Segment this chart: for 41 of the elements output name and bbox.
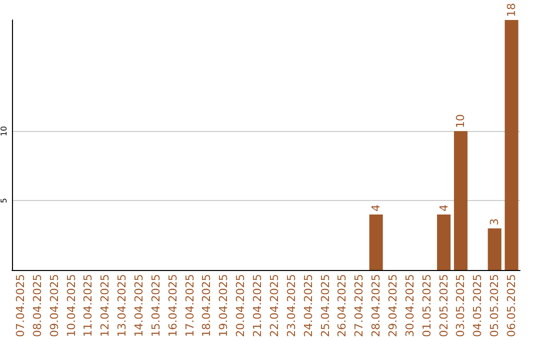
bar	[488, 228, 502, 270]
x-tick-label: 01.05.2025	[420, 274, 434, 337]
x-tick-label: 28.04.2025	[370, 274, 383, 337]
x-tick-label: 16.04.2025	[166, 274, 180, 337]
x-tick-label: 24.04.2025	[302, 274, 315, 337]
x-tick-label: 30.04.2025	[403, 274, 416, 337]
x-tick-label: 20.04.2025	[234, 274, 248, 337]
data-label: 4	[370, 204, 383, 212]
x-tick-label: 26.04.2025	[336, 274, 349, 337]
x-tick-label: 29.04.2025	[386, 274, 400, 337]
x-tick-label: 18.04.2025	[200, 274, 214, 337]
x-tick-label: 06.05.2025	[505, 274, 518, 337]
bar	[369, 214, 383, 270]
x-tick-label: 05.05.2025	[488, 274, 502, 337]
x-tick-label: 21.04.2025	[251, 274, 264, 337]
x-tick-label: 04.05.2025	[471, 274, 484, 337]
x-tick-label: 23.04.2025	[284, 274, 298, 337]
x-tick-label: 22.04.2025	[268, 274, 281, 337]
x-tick-label: 07.04.2025	[14, 274, 27, 337]
data-label: 3	[488, 218, 502, 226]
x-tick-label: 09.04.2025	[48, 274, 61, 337]
x-tick-label: 03.05.2025	[454, 274, 468, 337]
data-label: 18	[505, 3, 518, 17]
x-tick-label: 08.04.2025	[30, 274, 44, 337]
x-tick-label: 10.04.2025	[64, 274, 78, 337]
x-tick-label: 12.04.2025	[98, 274, 112, 337]
x-tick-label: 14.04.2025	[132, 274, 146, 337]
x-tick-label: 02.05.2025	[437, 274, 450, 337]
x-tick-label: 11.04.2025	[82, 274, 95, 337]
data-label: 10	[454, 114, 468, 128]
data-label: 4	[437, 204, 450, 212]
x-tick-label: 25.04.2025	[318, 274, 332, 337]
bar	[504, 20, 518, 270]
y-tick-label: 5	[0, 198, 8, 204]
bar	[437, 214, 451, 270]
x-tick-label: 13.04.2025	[116, 274, 129, 337]
x-tick-label: 15.04.2025	[149, 274, 162, 337]
bar	[454, 131, 468, 270]
x-tick-label: 27.04.2025	[352, 274, 366, 337]
x-tick-label: 19.04.2025	[217, 274, 230, 337]
x-tick-label: 17.04.2025	[183, 274, 196, 337]
